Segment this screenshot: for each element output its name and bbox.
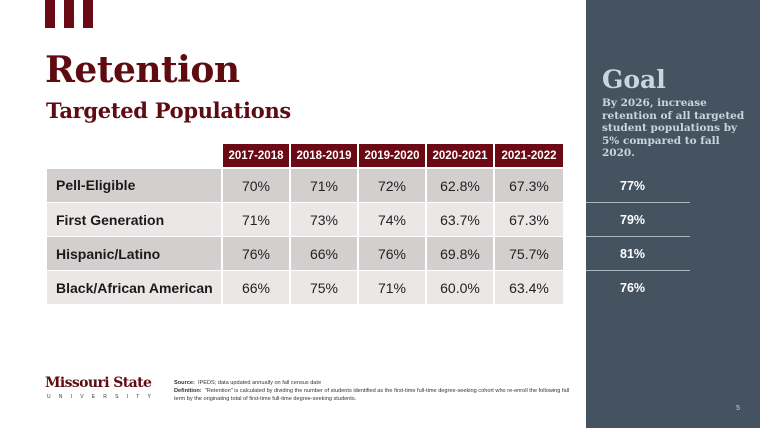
divider — [586, 236, 690, 237]
column-header: 2021-2022 — [493, 144, 563, 169]
goal-target: 76% — [620, 280, 646, 295]
table-cell: 69.8% — [425, 236, 494, 271]
column-header: 2020-2021 — [425, 144, 494, 169]
page-subtitle: Targeted Populations — [46, 98, 291, 123]
retention-table: 2017-2018 2018-2019 2019-2020 2020-2021 … — [47, 144, 563, 304]
table-cell: 62.8% — [425, 167, 494, 203]
table-cell: 71% — [221, 202, 290, 237]
table-header-row: 2017-2018 2018-2019 2019-2020 2020-2021 … — [47, 144, 563, 169]
source-note: Source: IPEDS; data updated annually on … — [174, 379, 574, 387]
table-cell: 71% — [289, 167, 358, 203]
goal-target: 77% — [620, 178, 646, 193]
table-cell: 66% — [289, 236, 358, 271]
goal-title: Goal — [602, 65, 666, 94]
row-label: First Generation — [47, 202, 222, 237]
logo-bars-icon — [45, 0, 93, 28]
logo-name: Missouri State — [45, 375, 152, 391]
row-label: Black/African American — [47, 270, 222, 304]
goal-description: By 2026, increase retention of all targe… — [602, 97, 745, 160]
source-text: IPEDS; data updated annually on fall cen… — [197, 380, 322, 386]
table-cell: 63.7% — [425, 202, 494, 237]
goal-target: 81% — [620, 246, 646, 261]
table-row: Black/African American 66% 75% 71% 60.0%… — [47, 270, 563, 304]
header-blank — [47, 144, 222, 168]
divider — [586, 202, 690, 203]
table-cell: 67.3% — [493, 167, 563, 203]
table-row: Pell-Eligible 70% 71% 72% 62.8% 67.3% — [47, 167, 563, 203]
table-cell: 75% — [289, 270, 358, 304]
goal-panel: Goal By 2026, increase retention of all … — [586, 0, 760, 428]
table-cell: 74% — [357, 202, 426, 237]
goal-target: 79% — [620, 212, 646, 227]
table-cell: 76% — [357, 236, 426, 271]
definition-note: Definition: "Retention" is calculated by… — [174, 387, 574, 403]
definition-label: Definition: — [174, 388, 202, 395]
column-header: 2017-2018 — [221, 144, 290, 169]
table-row: First Generation 71% 73% 74% 63.7% 67.3% — [47, 202, 563, 237]
table-cell: 67.3% — [493, 202, 563, 237]
table-cell: 71% — [357, 270, 426, 304]
table-cell: 72% — [357, 167, 426, 203]
divider — [586, 270, 690, 271]
table-cell: 76% — [221, 236, 290, 271]
column-header: 2019-2020 — [357, 144, 426, 169]
table-cell: 70% — [221, 167, 290, 203]
table-row: Hispanic/Latino 76% 66% 76% 69.8% 75.7% — [47, 236, 563, 271]
university-logo: Missouri State UNIVERSITY — [45, 376, 155, 400]
source-label: Source: — [174, 380, 195, 386]
definition-text: "Retention" is calculated by dividing th… — [174, 388, 570, 403]
table-cell: 60.0% — [425, 270, 494, 304]
page-title: Retention — [45, 49, 240, 91]
table-cell: 63.4% — [493, 270, 563, 304]
table-cell: 73% — [289, 202, 358, 237]
footnotes: Source: IPEDS; data updated annually on … — [174, 379, 574, 404]
table-cell: 66% — [221, 270, 290, 304]
goal-targets: 77% 79% 81% 76% — [586, 169, 690, 304]
column-header: 2018-2019 — [289, 144, 358, 169]
row-label: Hispanic/Latino — [47, 236, 222, 271]
table-cell: 75.7% — [493, 236, 563, 271]
logo-subtitle: UNIVERSITY — [47, 394, 160, 400]
page-number: 5 — [736, 405, 740, 412]
row-label: Pell-Eligible — [47, 167, 222, 203]
